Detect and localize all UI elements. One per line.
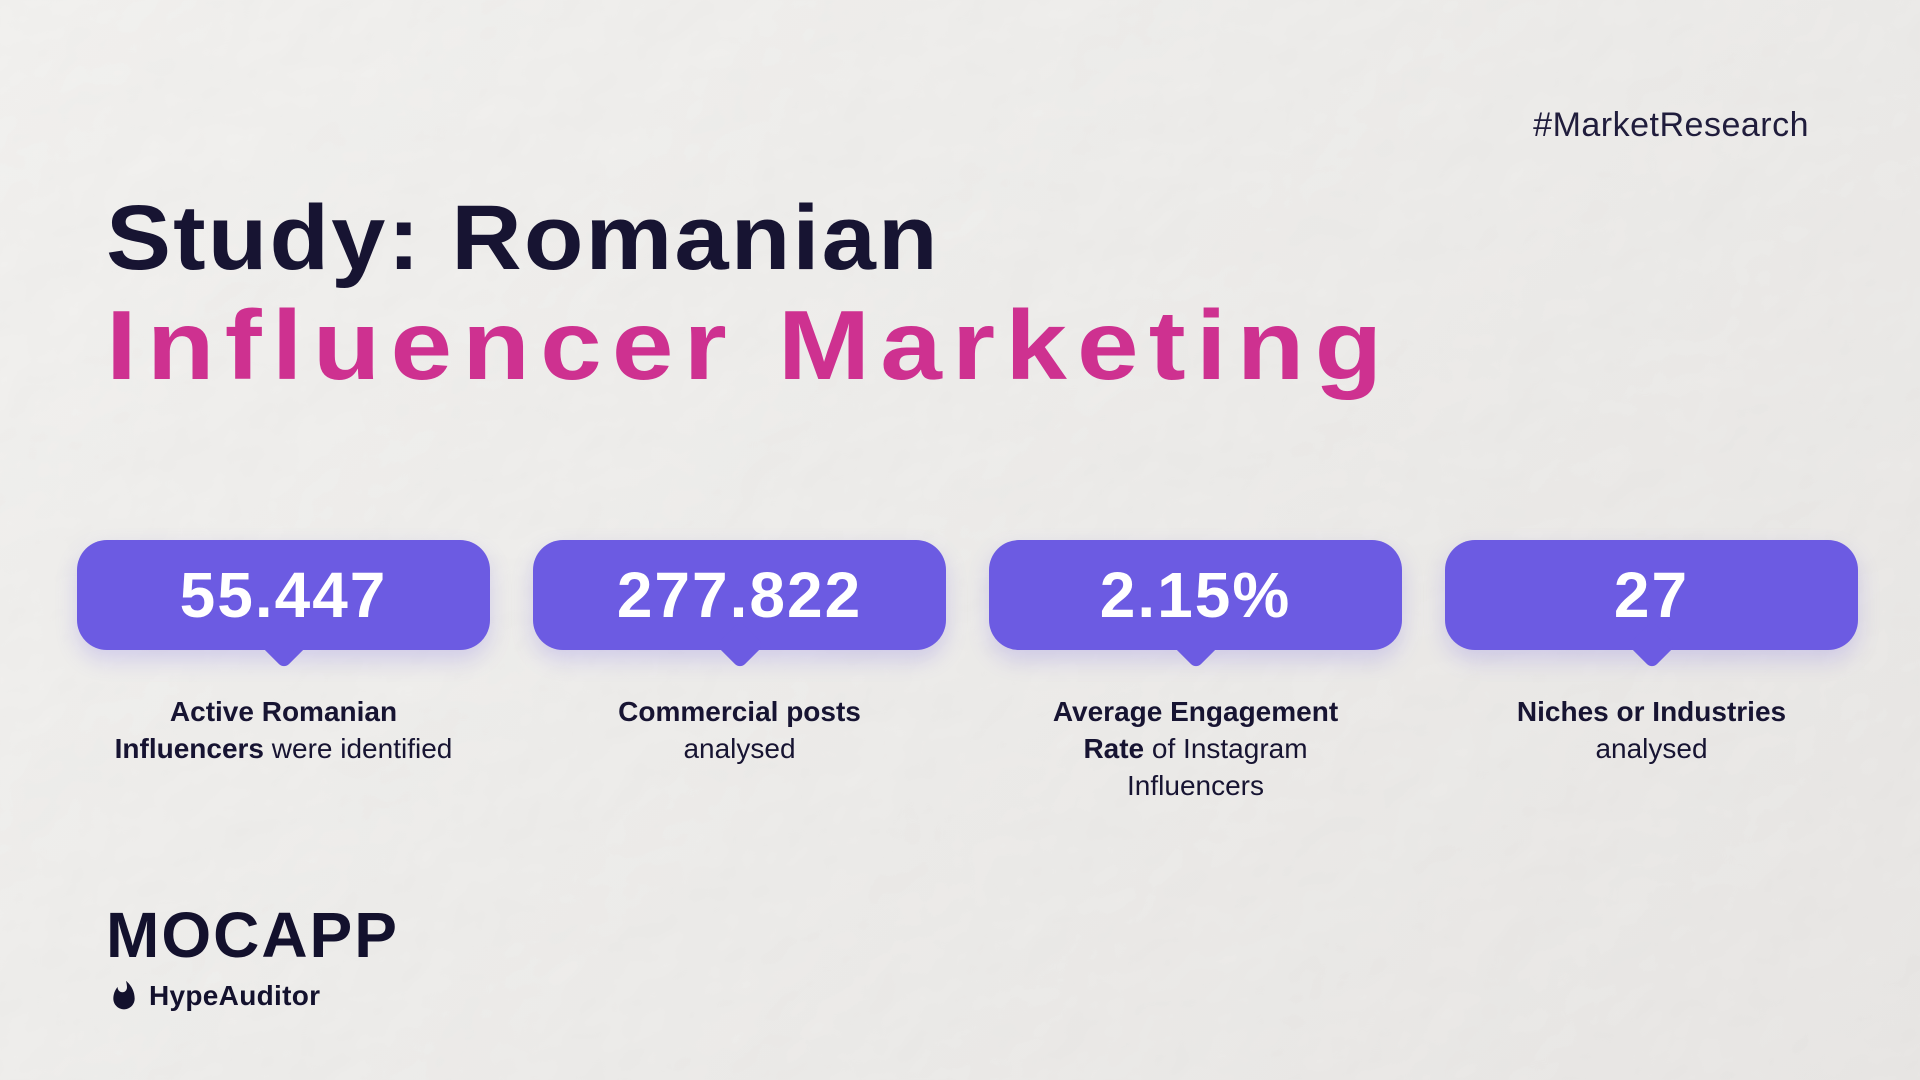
stat-label-line: Rate of Instagram <box>1083 732 1308 764</box>
stat-bubble: 27 <box>1445 540 1858 670</box>
stat-label-line: Average Engagement <box>1052 696 1339 727</box>
flame-icon <box>113 980 135 1010</box>
stat-label-line: Active Romanian <box>169 696 398 727</box>
stat-label-line: analysed <box>683 732 796 764</box>
stat-value: 27 <box>1613 559 1690 631</box>
stat-label-line: Influencers were identified <box>114 732 453 764</box>
hashtag-label: #MarketResearch <box>1533 106 1809 144</box>
stat-label: Active Romanian Influencers were identifi… <box>115 694 453 768</box>
hypeauditor-logo: HypeAuditor <box>108 979 399 1013</box>
stat-value: 55.447 <box>179 559 388 631</box>
stat-value: 2.15% <box>1099 559 1292 631</box>
stat-label: Commercial posts analysed <box>618 694 861 768</box>
stat-label-line: Influencers <box>1127 769 1264 801</box>
stats-row: 55.447 Active Romanian Influencers were id… <box>77 540 1858 805</box>
stat-label: Niches or Industries analysed <box>1517 694 1786 768</box>
stat-bubble: 277.822 <box>533 540 946 670</box>
stat-card: 27 Niches or Industries analysed <box>1445 540 1858 805</box>
stat-card: 2.15% Average Engagement Rate of Instagram… <box>989 540 1402 805</box>
stat-card: 277.822 Commercial posts analysed <box>533 540 946 805</box>
hypeauditor-label: HypeAuditor <box>149 980 321 1011</box>
title-line-influencer-marketing: Influencer Marketing <box>106 289 1393 400</box>
page-title: Study: Romanian Influencer Marketing <box>106 189 1382 397</box>
stat-label-line: Commercial posts <box>618 696 861 727</box>
title-line-study-romanian: Study: Romanian <box>106 187 940 289</box>
stat-label: Average Engagement Rate of Instagram Influ… <box>1053 694 1338 805</box>
footer-logos: MOCAPP HypeAuditor <box>106 903 399 1013</box>
stat-card: 55.447 Active Romanian Influencers were id… <box>77 540 490 805</box>
stat-label-line: analysed <box>1595 732 1708 764</box>
stat-bubble: 55.447 <box>77 540 490 670</box>
stat-label-line: Niches or Industries <box>1516 696 1787 727</box>
stat-value: 277.822 <box>616 559 863 631</box>
stat-bubble: 2.15% <box>989 540 1402 670</box>
mocapp-logo: MOCAPP <box>106 899 399 971</box>
